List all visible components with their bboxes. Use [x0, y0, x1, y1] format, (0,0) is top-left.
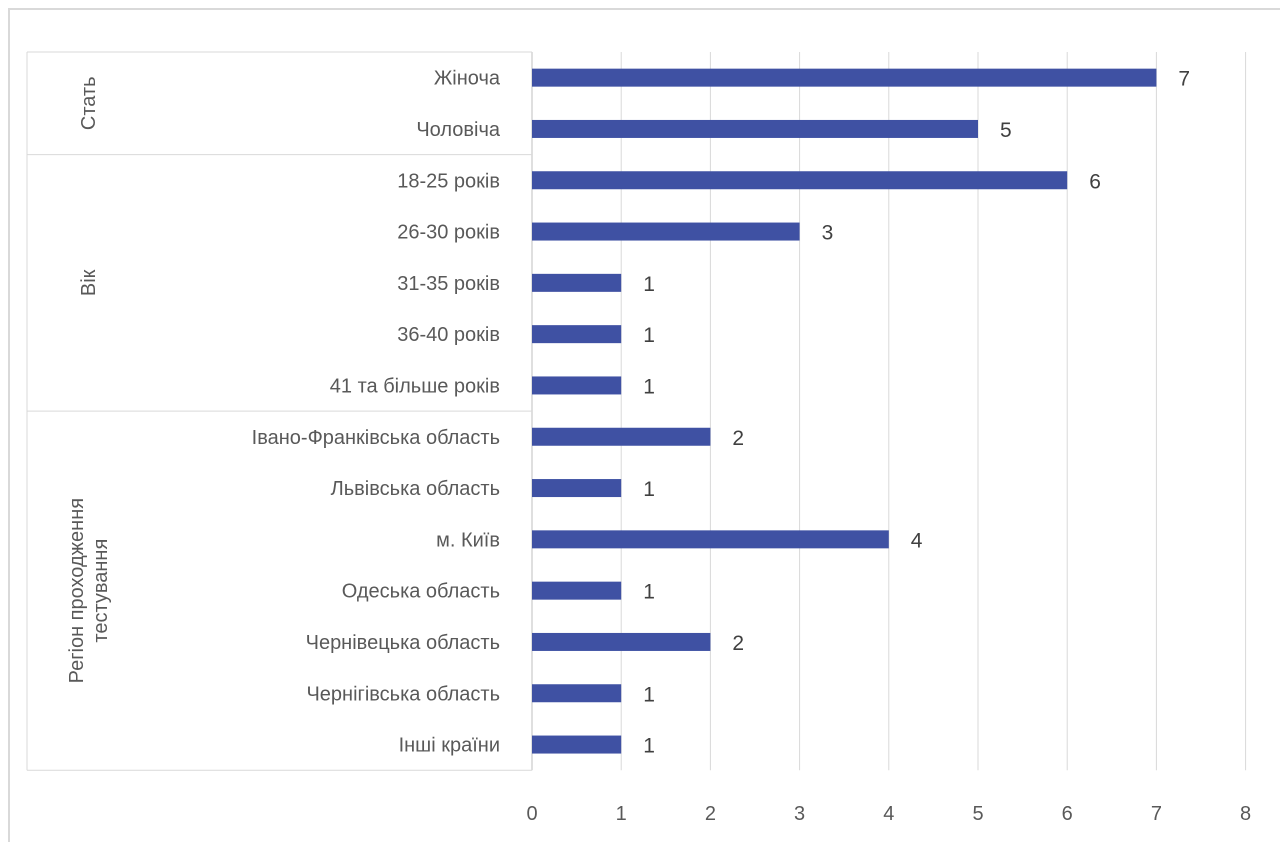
- x-tick-label: 0: [526, 803, 537, 825]
- data-label: 7: [1178, 68, 1190, 91]
- data-label: 1: [643, 273, 655, 296]
- category-label: 41 та більше років: [330, 375, 500, 397]
- category-label: 36-40 років: [397, 324, 500, 346]
- bar: [532, 325, 622, 344]
- x-tick-label: 2: [705, 803, 716, 825]
- bar: [532, 479, 622, 498]
- category-label: м. Київ: [436, 529, 500, 551]
- category-label: Жіноча: [434, 68, 501, 90]
- x-tick-label: 7: [1151, 803, 1162, 825]
- bar: [532, 581, 622, 600]
- data-label: 1: [643, 375, 655, 398]
- category-label: Одеська область: [342, 581, 500, 603]
- x-tick-label: 4: [883, 803, 894, 825]
- category-label: Чернігівська область: [306, 683, 500, 705]
- x-tick-label: 5: [972, 803, 983, 825]
- data-label: 1: [643, 735, 655, 758]
- bar: [532, 735, 622, 754]
- bar: [532, 632, 711, 651]
- category-label: Чоловіча: [416, 119, 501, 141]
- chart-frame: [8, 8, 1280, 842]
- bar: [532, 684, 622, 703]
- data-label: 2: [732, 427, 744, 450]
- category-label: 26-30 років: [397, 222, 500, 244]
- data-label: 6: [1089, 170, 1101, 193]
- bar: [532, 222, 800, 241]
- category-label: Чернівецька область: [306, 632, 500, 654]
- group-label: Стать: [78, 76, 100, 130]
- group-label: Регіон проходження тестування: [66, 498, 112, 683]
- category-label: 18-25 років: [397, 170, 500, 192]
- group-label-line: Стать: [78, 76, 100, 130]
- category-label: Львівська область: [331, 478, 500, 500]
- data-label: 1: [643, 478, 655, 501]
- group-label-line: Вік: [78, 269, 100, 296]
- x-tick-label: 6: [1062, 803, 1073, 825]
- group-label-line: Регіон проходження: [66, 498, 88, 683]
- bar: [532, 376, 622, 395]
- data-label: 5: [1000, 119, 1012, 142]
- category-label: Івано-Франківська область: [252, 427, 500, 449]
- bar: [532, 171, 1068, 190]
- category-label: Інші країни: [399, 735, 500, 757]
- data-label: 3: [822, 222, 834, 245]
- bar: [532, 68, 1157, 87]
- data-label: 2: [732, 632, 744, 655]
- bar: [532, 119, 978, 138]
- data-label: 4: [911, 529, 923, 552]
- bar: [532, 427, 711, 446]
- bar: [532, 273, 622, 292]
- group-label-line: тестування: [90, 539, 112, 643]
- data-label: 1: [643, 581, 655, 604]
- x-tick-label: 3: [794, 803, 805, 825]
- category-label: 31-35 років: [397, 273, 500, 295]
- data-label: 1: [643, 324, 655, 347]
- bar: [532, 530, 889, 549]
- x-tick-label: 1: [616, 803, 627, 825]
- data-label: 1: [643, 683, 655, 706]
- x-tick-label: 8: [1240, 803, 1251, 825]
- group-label: Вік: [78, 269, 100, 296]
